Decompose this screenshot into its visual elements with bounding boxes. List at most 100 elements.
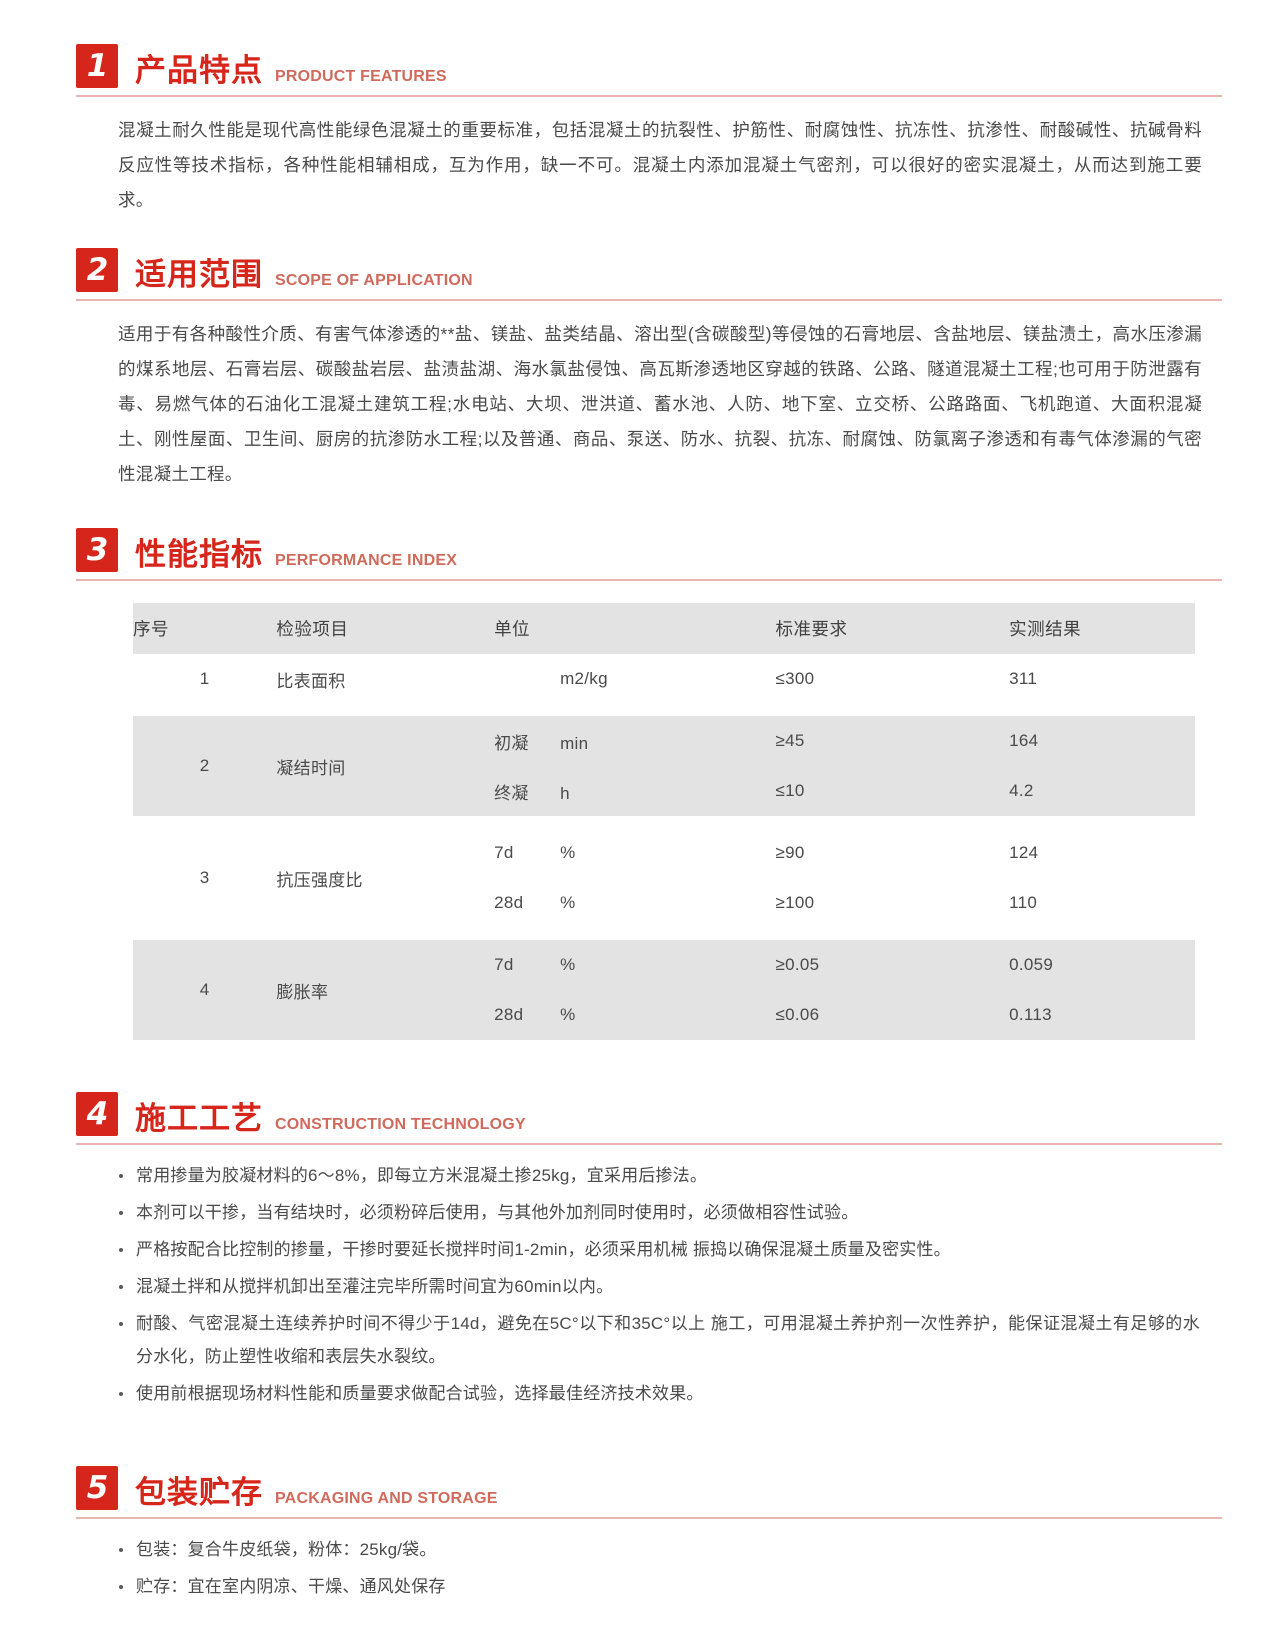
performance-table-wrapper: 序号 检验项目 单位 标准要求 实测结果 1 比表面积 m2/kg ≤300 311 2 凝…: [0, 581, 1280, 1040]
table-head: 序号 检验项目 单位 标准要求 实测结果: [133, 603, 1195, 654]
cell-standard: ≤300: [775, 654, 1010, 704]
construction-bullet-item: 本剂可以干掺，当有结块时，必须粉碎后使用，与其他外加剂同时使用时，必须做相容性试…: [118, 1196, 1200, 1229]
column-header-no: 序号: [133, 603, 277, 654]
table-row-spacer: [133, 816, 1195, 828]
construction-bullet-item: 耐酸、气密混凝土连续养护时间不得少于14d，避免在5C°以下和35C°以上 施工…: [118, 1307, 1200, 1373]
column-header-standard: 标准要求: [775, 603, 1010, 654]
spacer: [0, 1040, 1280, 1092]
cell-unit-value: %: [560, 955, 576, 974]
section-title-en: PACKAGING AND STORAGE: [275, 1490, 498, 1507]
cell-unit-value: m2/kg: [560, 669, 608, 688]
cell-standard: ≤0.06: [775, 990, 1010, 1040]
cell-no: 2: [133, 716, 277, 816]
section-packaging-storage: 5 包装贮存 PACKAGING AND STORAGE 包装：复合牛皮纸袋，粉…: [0, 1466, 1280, 1603]
cell-unit-value: h: [560, 783, 570, 803]
section-construction-technology: 4 施工工艺 CONSTRUCTION TECHNOLOGY 常用掺量为胶凝材料…: [0, 1092, 1280, 1410]
table-row: 2 凝结时间 初凝 min ≥45 164: [133, 716, 1195, 816]
cell-sub-label: 7d: [494, 843, 514, 862]
section-performance-index: 3 性能指标 PERFORMANCE INDEX 序号 检验项目 单位 标准要求: [0, 528, 1280, 1040]
spacer-cell: [133, 816, 1195, 828]
packaging-bullet-list: 包装：复合牛皮纸袋，粉体：25kg/袋。 贮存：宜在室内阴凉、干燥、通风处保存: [0, 1519, 1280, 1603]
cell-result: 110: [1009, 878, 1195, 928]
cell-unit-value: %: [560, 843, 576, 862]
cell-item: 凝结时间: [276, 716, 495, 816]
section-title-cn: 性能指标: [135, 537, 263, 573]
cell-result: 124: [1009, 828, 1195, 878]
section-scope-of-application: 2 适用范围 SCOPE OF APPLICATION 适用于有各种酸性介质、有…: [0, 248, 1280, 492]
table-row: 28d% ≤0.06 0.113: [133, 990, 1195, 1040]
section-header: 3 性能指标 PERFORMANCE INDEX: [0, 528, 1280, 572]
section-number-badge: 4: [76, 1092, 118, 1136]
section-title-cn: 适用范围: [135, 257, 263, 293]
spacer: [0, 492, 1280, 528]
cell-standard: ≥0.05: [775, 940, 1010, 990]
section-body: 适用于有各种酸性介质、有害气体渗透的**盐、镁盐、盐类结晶、溶出型(含碳酸型)等…: [0, 301, 1280, 492]
performance-index-table: 序号 检验项目 单位 标准要求 实测结果 1 比表面积 m2/kg ≤300 311 2 凝…: [133, 603, 1195, 1040]
cell-unit: 28d%: [494, 878, 776, 928]
cell-sub-label: 初凝: [494, 733, 529, 753]
spacer: [0, 218, 1280, 248]
section-header: 5 包装贮存 PACKAGING AND STORAGE: [0, 1466, 1280, 1510]
table-row: 终凝 h ≤10 4.2: [133, 766, 1195, 816]
product-features-paragraph: 混凝土耐久性能是现代高性能绿色混凝土的重要标准，包括混凝土的抗裂性、护筋性、耐腐…: [118, 120, 1202, 210]
section-divider: [76, 1143, 1222, 1145]
table-row-spacer: [133, 704, 1195, 716]
column-header-item: 检验项目: [276, 603, 495, 654]
construction-bullet-list: 常用掺量为胶凝材料的6～8%，即每立方米混凝土掺25kg，宜采用后掺法。 本剂可以…: [0, 1145, 1280, 1410]
construction-bullet-item: 常用掺量为胶凝材料的6～8%，即每立方米混凝土掺25kg，宜采用后掺法。: [118, 1159, 1200, 1192]
cell-standard: ≤10: [775, 766, 1010, 816]
packaging-bullet-item: 贮存：宜在室内阴凉、干燥、通风处保存: [118, 1570, 1200, 1603]
table-header-row: 序号 检验项目 单位 标准要求 实测结果: [133, 603, 1195, 654]
cell-item: 比表面积: [276, 654, 495, 704]
section-title-en: SCOPE OF APPLICATION: [275, 272, 473, 289]
cell-sub-label: 终凝: [494, 783, 529, 803]
cell-item: 膨胀率: [276, 940, 495, 1040]
cell-sub-label: 7d: [494, 955, 514, 974]
cell-result: 0.113: [1009, 990, 1195, 1040]
cell-unit: 7d%: [494, 828, 776, 878]
section-divider: [76, 299, 1222, 301]
cell-result: 4.2: [1009, 766, 1195, 816]
section-title-group: 产品特点 PRODUCT FEATURES: [118, 56, 447, 88]
cell-unit: 28d%: [494, 990, 776, 1040]
section-title-cn: 包装贮存: [135, 1475, 263, 1511]
cell-sub-label: 28d: [494, 1005, 524, 1024]
packaging-bullet-item: 包装：复合牛皮纸袋，粉体：25kg/袋。: [118, 1533, 1200, 1566]
cell-unit-value: min: [560, 733, 589, 753]
section-header: 2 适用范围 SCOPE OF APPLICATION: [0, 248, 1280, 292]
construction-bullet-item: 使用前根据现场材料性能和质量要求做配合试验，选择最佳经济技术效果。: [118, 1377, 1200, 1410]
table-row: 4 膨胀率 7d% ≥0.05 0.059: [133, 940, 1195, 1040]
cell-sub-label: 28d: [494, 893, 524, 912]
construction-bullet-item: 严格按配合比控制的掺量，干掺时要延长搅拌时间1-2min，必须采用机械 振捣以确…: [118, 1233, 1200, 1266]
section-title-en: PRODUCT FEATURES: [275, 68, 447, 85]
cell-standard: ≥100: [775, 878, 1010, 928]
section-body: 混凝土耐久性能是现代高性能绿色混凝土的重要标准，包括混凝土的抗裂性、护筋性、耐腐…: [0, 97, 1280, 218]
section-title-group: 性能指标 PERFORMANCE INDEX: [118, 540, 457, 572]
table-body: 1 比表面积 m2/kg ≤300 311 2 凝结时间 初凝 min ≥45 164 终凝 h ≤10 4…: [133, 654, 1195, 1040]
cell-item: 抗压强度比: [276, 828, 495, 928]
table-row: 28d% ≥100 110: [133, 878, 1195, 928]
cell-no: 1: [133, 654, 277, 704]
table-row: 3 抗压强度比 7d% ≥90 124: [133, 828, 1195, 928]
section-header: 1 产品特点 PRODUCT FEATURES: [0, 44, 1280, 88]
table-row-spacer: [133, 928, 1195, 940]
spacer-cell: [133, 928, 1195, 940]
section-title-cn: 施工工艺: [135, 1101, 263, 1137]
cell-result: 311: [1009, 654, 1195, 704]
cell-unit: m2/kg: [494, 654, 776, 704]
section-title-group: 包装贮存 PACKAGING AND STORAGE: [118, 1478, 498, 1510]
section-divider: [76, 579, 1222, 581]
section-number-badge: 1: [76, 44, 118, 88]
cell-result: 164: [1009, 716, 1195, 766]
construction-bullet-item: 混凝土拌和从搅拌机卸出至灌注完毕所需时间宜为60min以内。: [118, 1270, 1200, 1303]
cell-no: 3: [133, 828, 277, 928]
scope-paragraph: 适用于有各种酸性介质、有害气体渗透的**盐、镁盐、盐类结晶、溶出型(含碳酸型)等…: [118, 324, 1202, 484]
spacer-cell: [133, 704, 1195, 716]
section-number-badge: 3: [76, 528, 118, 572]
section-product-features: 1 产品特点 PRODUCT FEATURES 混凝土耐久性能是现代高性能绿色混…: [0, 44, 1280, 218]
cell-standard: ≥90: [775, 828, 1010, 878]
cell-no: 4: [133, 940, 277, 1040]
section-number-badge: 2: [76, 248, 118, 292]
section-title-en: CONSTRUCTION TECHNOLOGY: [275, 1116, 526, 1133]
